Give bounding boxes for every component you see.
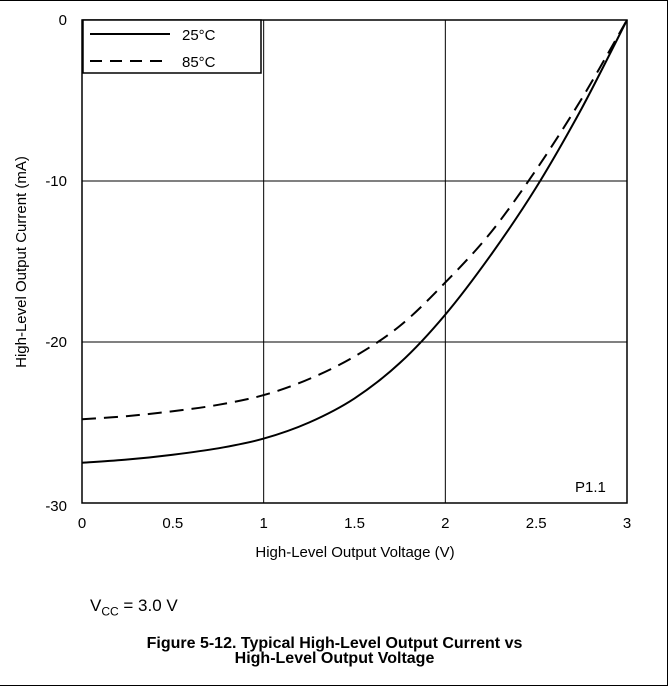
- y-tick-label: -20: [45, 334, 67, 351]
- x-tick-label: 0.5: [162, 515, 183, 532]
- x-tick-label: 3: [623, 515, 631, 532]
- y-axis-label: High-Level Output Current (mA): [13, 156, 30, 368]
- legend-label-25c: 25°C: [182, 27, 216, 44]
- y-tick-label: -30: [45, 498, 67, 515]
- x-tick-label: 2: [441, 515, 449, 532]
- tick-labels: 0 0.5 1 1.5 2 2.5 3 0 -10 -20 -30: [45, 12, 631, 532]
- series-lines: [81, 19, 628, 464]
- x-tick-label: 0: [78, 515, 86, 532]
- caption-line-1: Figure 5-12. Typical High-Level Output C…: [146, 635, 523, 652]
- y-tick-label: -10: [45, 173, 67, 190]
- series-line-25c: [81, 19, 628, 464]
- series-line-85c: [81, 19, 628, 421]
- chart: 0 0.5 1 1.5 2 2.5 3 0 -10 -20 -30 25°C 85°C P1.1 H…: [13, 12, 631, 561]
- plot-area-border: [81, 19, 628, 504]
- y-tick-label: 0: [59, 12, 67, 29]
- pin-annotation: P1.1: [575, 479, 606, 496]
- legend: 25°C 85°C: [82, 19, 262, 74]
- x-tick-label: 1.5: [344, 515, 365, 532]
- legend-box: [82, 19, 262, 74]
- grid-lines: [82, 20, 627, 503]
- supply-voltage-note: VCC = 3.0 V: [90, 596, 178, 619]
- figure-caption: Figure 5-12. Typical High-Level Output C…: [0, 635, 669, 667]
- caption-line-2: High-Level Output Voltage: [234, 650, 435, 667]
- x-tick-label: 2.5: [526, 515, 547, 532]
- x-axis-label: High-Level Output Voltage (V): [255, 544, 454, 561]
- x-tick-label: 1: [259, 515, 267, 532]
- legend-label-85c: 85°C: [182, 54, 216, 71]
